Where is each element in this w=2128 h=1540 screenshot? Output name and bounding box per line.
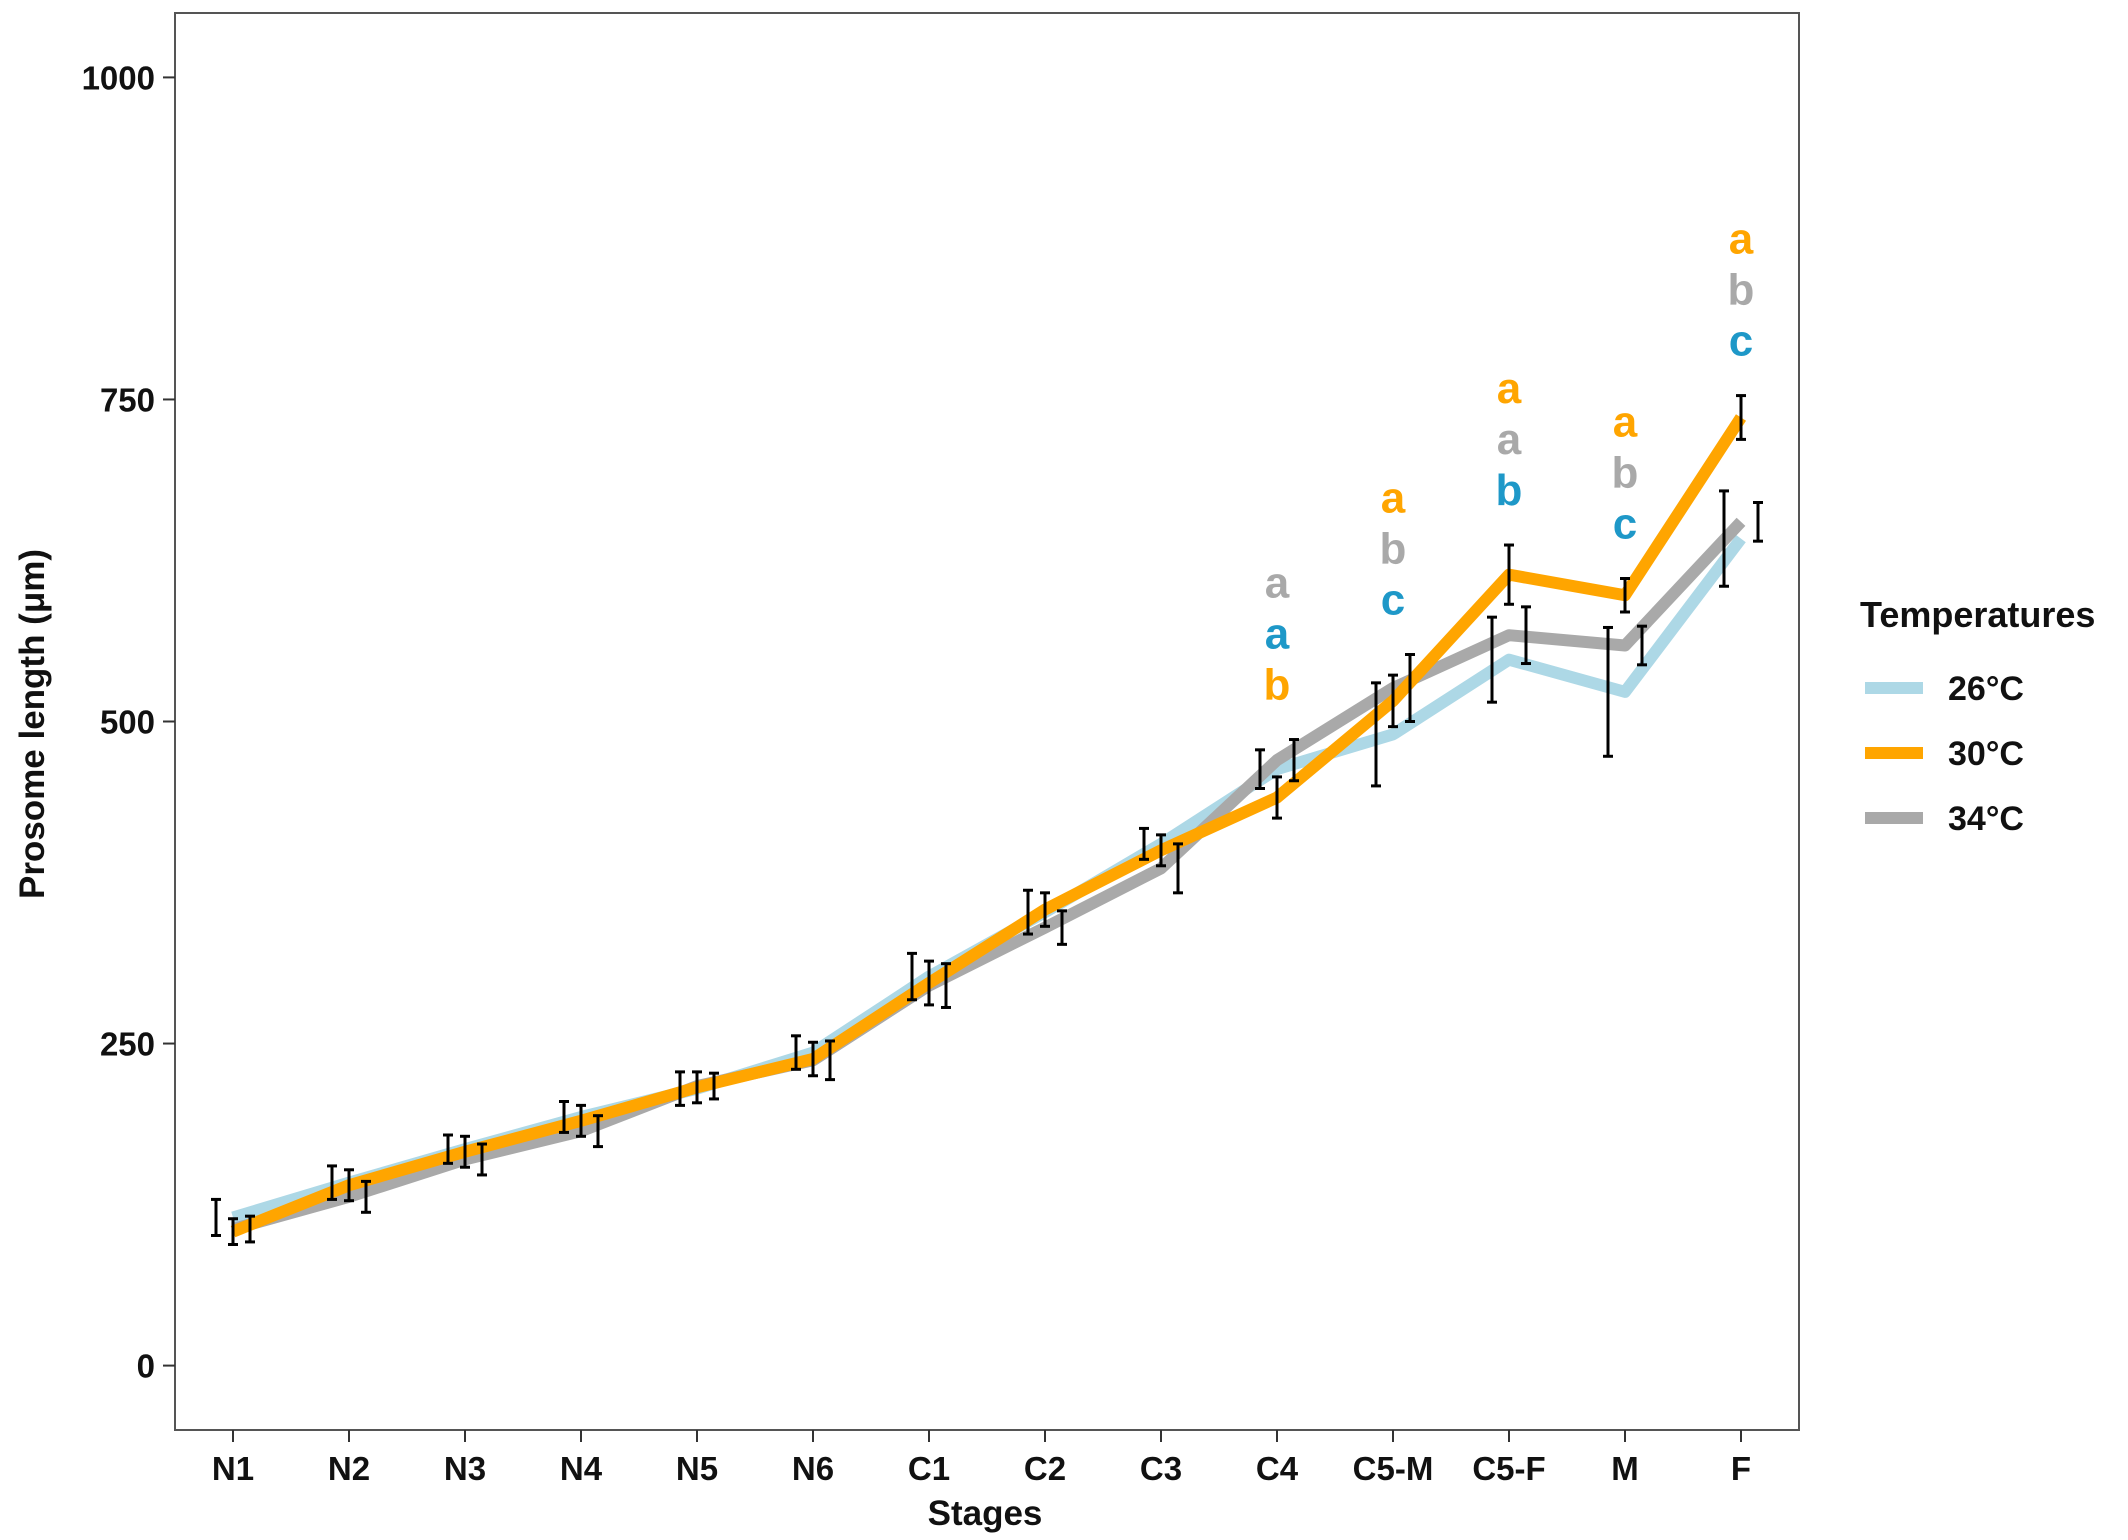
- legend-label: 34°C: [1948, 800, 2024, 838]
- error-bar: [924, 959, 934, 1007]
- plot-area: [174, 12, 1800, 1431]
- x-tick-label: C4: [1256, 1450, 1299, 1487]
- significance-letter: a: [1497, 415, 1522, 464]
- x-tick-label: C5-F: [1472, 1450, 1545, 1487]
- legend-items: 26°C 30°C 34°C: [1865, 670, 2024, 838]
- y-tick-label: 750: [100, 381, 155, 418]
- error-bar: [460, 1134, 470, 1169]
- error-bar: [1620, 577, 1630, 614]
- error-bar: [1139, 826, 1149, 861]
- error-bar: [907, 951, 917, 1002]
- error-bar: [1023, 888, 1033, 936]
- significance-letter: c: [1613, 500, 1637, 549]
- error-bar: [1753, 501, 1763, 543]
- error-bar: [1719, 489, 1729, 588]
- significance-letter: b: [1728, 266, 1755, 315]
- error-bar: [1603, 625, 1613, 758]
- error-bar: [709, 1071, 719, 1101]
- error-bar: [1388, 673, 1398, 729]
- error-bar: [593, 1114, 603, 1149]
- significance-letter: c: [1381, 576, 1405, 625]
- significance-letter: b: [1612, 449, 1639, 498]
- error-bar: [576, 1103, 586, 1138]
- y-tick-label: 500: [100, 704, 155, 741]
- x-tick-label: N6: [792, 1450, 834, 1487]
- x-axis-title: Stages: [928, 1494, 1043, 1533]
- error-bar: [1736, 394, 1746, 441]
- error-bar: [825, 1039, 835, 1082]
- error-bar: [675, 1070, 685, 1107]
- error-bar: [344, 1168, 354, 1203]
- series-line-30CC: [230, 414, 1747, 1238]
- significance-letter: a: [1265, 559, 1290, 608]
- y-tick-label: 1000: [82, 59, 155, 96]
- x-axis: N1 N2 N3 N4 N5 N6 C1 C2 C3 C4 C5-M C5-F M F: [212, 1430, 1751, 1487]
- y-axis-title: Prosome length (μm): [13, 549, 52, 899]
- error-bar: [1057, 909, 1067, 946]
- plot-frame: [174, 12, 1800, 1431]
- error-bar: [1487, 615, 1497, 704]
- error-bar: [808, 1040, 818, 1078]
- error-bar: [361, 1179, 371, 1214]
- significance-letter: b: [1496, 466, 1523, 515]
- x-tick-label: M: [1611, 1450, 1639, 1487]
- error-bar: [1289, 738, 1299, 783]
- error-bar: [1173, 842, 1183, 895]
- error-bar: [1504, 543, 1514, 606]
- error-bar: [1255, 748, 1265, 790]
- series-line-34CC: [231, 517, 1746, 1235]
- significance-letter: b: [1264, 661, 1291, 710]
- error-bar: [1156, 833, 1166, 868]
- error-bar: [791, 1034, 801, 1071]
- x-tick-label: N2: [328, 1450, 370, 1487]
- error-bar: [1272, 775, 1282, 820]
- error-bar: [1371, 681, 1381, 788]
- error-bar: [245, 1214, 255, 1244]
- significance-letter: a: [1729, 215, 1754, 264]
- x-tick-label: C2: [1024, 1450, 1066, 1487]
- error-bar: [228, 1217, 238, 1247]
- significance-letter: c: [1729, 317, 1753, 366]
- x-tick-label: N4: [560, 1450, 603, 1487]
- legend-label: 26°C: [1948, 670, 2024, 708]
- x-tick-label: N5: [676, 1450, 718, 1487]
- legend: Temperatures 26°C 30°C 34°C: [1860, 594, 2095, 838]
- error-bar: [941, 962, 951, 1009]
- error-bars: [211, 394, 1763, 1247]
- y-tick-label: 0: [137, 1348, 155, 1385]
- y-tick-label: 250: [100, 1026, 155, 1063]
- error-bar: [443, 1133, 453, 1165]
- error-bar: [211, 1197, 221, 1237]
- legend-title: Temperatures: [1860, 594, 2095, 635]
- significance-letter: a: [1613, 398, 1638, 447]
- error-bar: [1637, 624, 1647, 667]
- x-tick-label: N3: [444, 1450, 486, 1487]
- x-tick-label: C5-M: [1353, 1450, 1434, 1487]
- legend-item: 30°C: [1865, 735, 2024, 773]
- error-bar: [559, 1100, 569, 1134]
- error-bar: [1521, 605, 1531, 666]
- error-bar: [1040, 891, 1050, 928]
- y-axis: 0 250 500 750 1000: [82, 59, 175, 1385]
- error-bar: [692, 1070, 702, 1105]
- x-tick-label: F: [1731, 1450, 1751, 1487]
- x-tick-label: N1: [212, 1450, 254, 1487]
- error-bar: [1405, 653, 1415, 723]
- significance-letter: b: [1380, 525, 1407, 574]
- significance-letter: a: [1497, 364, 1522, 413]
- significance-letter: a: [1265, 610, 1290, 659]
- error-bar: [327, 1164, 337, 1201]
- significance-letter: a: [1381, 474, 1406, 523]
- error-bar: [477, 1142, 487, 1177]
- legend-label: 30°C: [1948, 735, 2024, 773]
- legend-item: 26°C: [1865, 670, 2024, 708]
- legend-item: 34°C: [1865, 800, 2024, 838]
- x-tick-label: C3: [1140, 1450, 1182, 1487]
- x-tick-label: C1: [908, 1450, 950, 1487]
